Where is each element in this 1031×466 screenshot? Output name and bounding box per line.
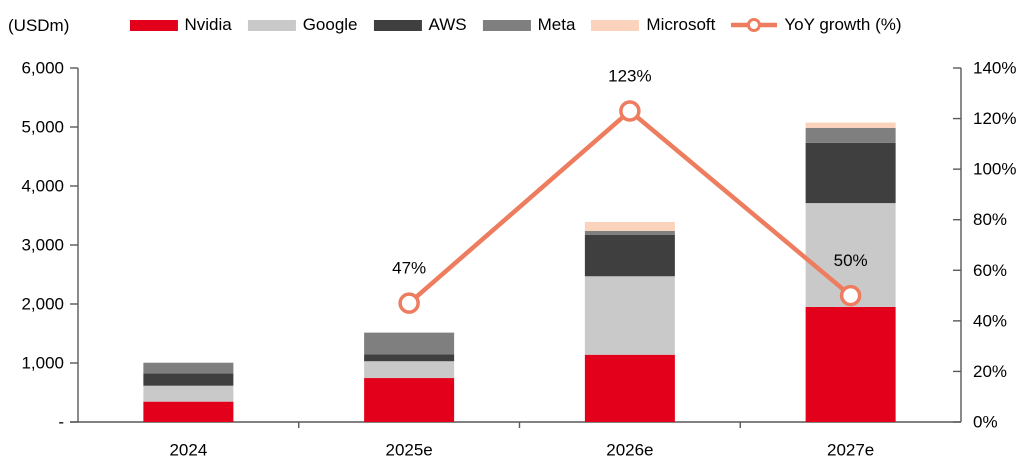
chart-legend: Nvidia Google AWS Meta Microsoft YoY growth (… xyxy=(129,15,902,35)
right-axis-tick-label: 140% xyxy=(973,59,1016,78)
x-axis-category-label: 2027e xyxy=(827,441,874,460)
yoy-growth-data-label: 123% xyxy=(608,66,651,85)
bar-segment-aws xyxy=(143,373,234,386)
legend-label: Meta xyxy=(537,15,576,34)
legend-swatch-icon xyxy=(373,19,422,31)
yoy-growth-marker xyxy=(619,100,641,122)
bar-segment-meta xyxy=(364,332,455,355)
right-axis-tick-label: 20% xyxy=(973,362,1007,381)
right-axis-tick-label: 0% xyxy=(973,413,998,432)
left-axis-tick-label: 3,000 xyxy=(21,236,64,255)
legend-item-google: Google xyxy=(247,15,358,35)
right-axis-tick-label: 40% xyxy=(973,311,1007,330)
legend-item-nvidia: Nvidia xyxy=(129,15,232,35)
legend-label: YoY growth (%) xyxy=(784,15,902,34)
legend-swatch-icon xyxy=(591,19,640,31)
bar-segment-google xyxy=(584,276,675,355)
legend-label: Microsoft xyxy=(646,15,716,34)
bar-segment-microsoft xyxy=(805,122,896,128)
left-axis-tick-label: 5,000 xyxy=(21,118,64,137)
yoy-growth-data-label: 50% xyxy=(834,251,868,270)
legend-swatch-icon xyxy=(247,19,296,31)
right-axis-tick-label: 120% xyxy=(973,109,1016,128)
bar-segment-meta xyxy=(143,362,234,374)
legend-label: AWS xyxy=(428,15,467,34)
legend-swatch-icon xyxy=(129,19,178,31)
yoy-line-marker-icon xyxy=(731,18,778,32)
bar-segment-nvidia xyxy=(364,378,455,422)
left-axis-tick-label: 4,000 xyxy=(21,177,64,196)
bar-segment-meta xyxy=(805,127,896,143)
x-axis-category-label: 2024 xyxy=(169,441,207,460)
left-axis-tick-label: - xyxy=(58,413,64,432)
legend-item-meta: Meta xyxy=(482,15,576,35)
x-axis-category-label: 2025e xyxy=(385,441,432,460)
legend-item-microsoft: Microsoft xyxy=(591,15,715,35)
legend-swatch-icon xyxy=(482,19,531,31)
right-axis-tick-label: 60% xyxy=(973,261,1007,280)
x-axis-category-label: 2026e xyxy=(606,441,653,460)
unit-label: (USDm) xyxy=(8,16,70,35)
bar-segment-aws xyxy=(584,234,675,277)
right-axis-tick-label: 80% xyxy=(973,210,1007,229)
yoy-growth-marker xyxy=(398,292,420,314)
legend-item-aws: AWS xyxy=(373,15,467,35)
legend-label: Google xyxy=(302,15,358,34)
left-axis-tick-label: 2,000 xyxy=(21,295,64,314)
bar-segment-meta xyxy=(584,230,675,235)
right-axis-tick-label: 100% xyxy=(973,160,1016,179)
bar-segment-nvidia xyxy=(584,354,675,422)
left-axis-tick-label: 6,000 xyxy=(21,59,64,78)
bar-segment-google xyxy=(364,361,455,379)
yoy-growth-marker xyxy=(839,284,862,307)
legend-label: Nvidia xyxy=(184,15,232,34)
left-axis-tick-label: 1,000 xyxy=(21,354,64,373)
legend-item-yoy-growth: YoY growth (%) xyxy=(731,15,902,35)
bar-segment-nvidia xyxy=(143,401,234,422)
bar-segment-aws xyxy=(805,142,896,204)
bar-segment-aws xyxy=(364,354,455,362)
bar-segment-microsoft xyxy=(584,221,675,231)
bar-segment-google xyxy=(143,385,234,402)
bar-segment-nvidia xyxy=(805,306,896,422)
yoy-growth-data-label: 47% xyxy=(392,259,426,278)
